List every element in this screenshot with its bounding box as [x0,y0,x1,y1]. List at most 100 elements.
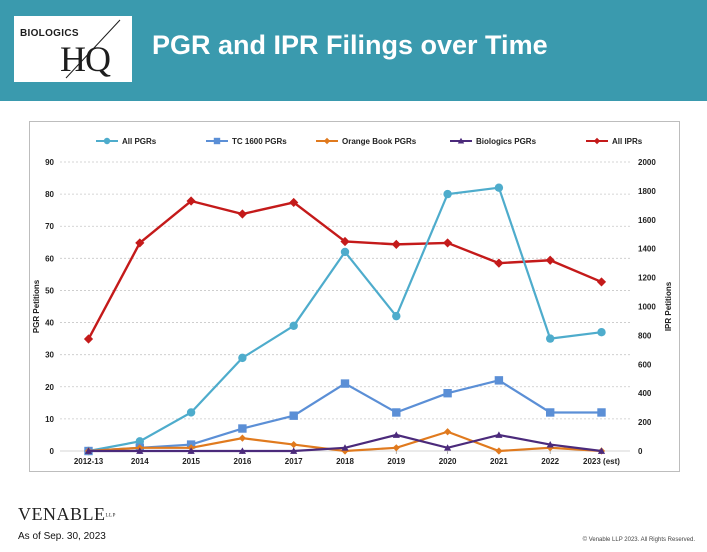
line-chart: 0 10 20 30 40 50 60 70 80 90 0 200 400 600 800 1000 1200… [32,137,673,466]
legend-item: Orange Book PGRs [316,137,417,146]
data-point [391,239,401,249]
data-point [237,209,247,219]
legend-label: Orange Book PGRs [342,137,417,146]
data-point [323,137,331,145]
logo-slash-mark [65,19,121,79]
data-point [444,428,452,436]
data-point [392,408,401,417]
data-point [187,447,195,454]
data-point [289,197,299,208]
data-point [597,327,606,337]
legend-item: All PGRs [96,137,157,146]
chart-legend: All PGRs TC 1600 PGRs Orange Book PGRs Biol… [96,137,643,146]
data-point [136,447,144,454]
y-tick-label: 80 [45,190,54,199]
x-tick-label: 2023 (est) [583,457,620,466]
copyright-notice: © Venable LLP 2023. All Rights Reserved. [582,537,695,543]
data-point [392,431,400,438]
y2-tick-label: 1400 [638,245,656,254]
data-point [546,440,554,448]
data-point [596,277,607,287]
y-tick-label: 50 [45,286,54,295]
y-tick-label: 40 [45,319,54,328]
data-point [341,444,349,451]
x-tick-label: 2021 [490,457,508,466]
data-point [546,334,555,343]
y2-tick-label: 1600 [638,216,656,225]
biologics-hq-logo: BIOLOGICS HQ [14,16,132,82]
data-point [340,236,350,247]
x-tick-label: 2019 [387,457,405,466]
series-biologics-pgrs [84,431,606,454]
data-point [392,311,401,321]
x-tick-label: 2015 [182,457,200,466]
data-point [494,376,504,385]
data-point [290,447,298,454]
y2-axis-title: IPR Petitions [664,281,673,331]
y-tick-label: 10 [45,415,54,424]
data-point [340,247,350,257]
x-tick-label: 2012-13 [74,457,104,466]
y-tick-label: 0 [50,447,55,456]
chart-series [83,183,607,456]
data-point [340,379,350,388]
x-tick-label: 2016 [234,457,252,466]
y2-tick-label: 800 [638,331,652,340]
data-point [546,408,555,417]
page-title: PGR and IPR Filings over Time [152,30,548,60]
data-point [186,408,196,417]
data-point [83,334,94,344]
data-point [238,447,246,454]
y-tick-label: 30 [45,351,54,360]
series-line [88,186,602,453]
series-tc-1600-pgrs [84,376,606,456]
data-point [545,255,555,265]
y-tick-label: 60 [45,254,54,263]
legend-item: All IPRs [586,137,643,146]
y2-tick-label: 0 [638,447,643,456]
x-tick-label: 2020 [439,457,457,466]
venable-logo-text: VENABLE [18,504,106,524]
legend-label: TC 1600 PGRs [232,137,287,146]
data-point [597,408,606,417]
x-tick-label: 2018 [336,457,354,466]
legend-item: Biologics PGRs [450,137,537,146]
data-point [135,437,144,446]
venable-logo: VENABLELLP [18,504,116,525]
as-of-date: As of Sep. 30, 2023 [18,531,106,542]
legend-item: TC 1600 PGRs [206,137,287,146]
y2-tick-label: 1200 [638,274,656,283]
logo-text-small: BIOLOGICS [20,28,79,39]
data-point [593,137,601,145]
legend-label: All IPRs [612,137,643,146]
chart-axes: 0 10 20 30 40 50 60 70 80 90 0 200 400 600 800 1000 1200… [32,158,673,466]
data-point [238,424,247,433]
logo-text-big: HQ [60,39,111,79]
venable-logo-suffix: LLP [105,513,116,519]
data-point [494,183,504,192]
y-tick-label: 20 [45,383,54,392]
y2-tick-label: 600 [638,360,652,369]
data-point [392,444,400,452]
y2-tick-label: 200 [638,418,652,427]
data-point [289,321,298,330]
series-all-iprs [83,196,607,344]
y2-tick-label: 1000 [638,303,656,312]
data-point [290,440,298,449]
data-point [238,434,246,442]
data-point [238,353,247,363]
x-tick-label: 2014 [131,457,149,466]
data-point [443,238,453,248]
chart-frame: 0 10 20 30 40 50 60 70 80 90 0 200 400 600 800 1000 1200… [29,121,680,472]
legend-label: All PGRs [122,137,157,146]
y2-tick-label: 2000 [638,158,656,167]
y2-tick-label: 1800 [638,187,656,196]
data-point [443,189,452,199]
data-point [103,137,111,145]
data-point [444,444,452,451]
series-line [87,199,602,340]
x-tick-label: 2017 [285,457,303,466]
data-point [213,137,221,145]
y-tick-label: 70 [45,222,54,231]
data-point [289,411,298,420]
